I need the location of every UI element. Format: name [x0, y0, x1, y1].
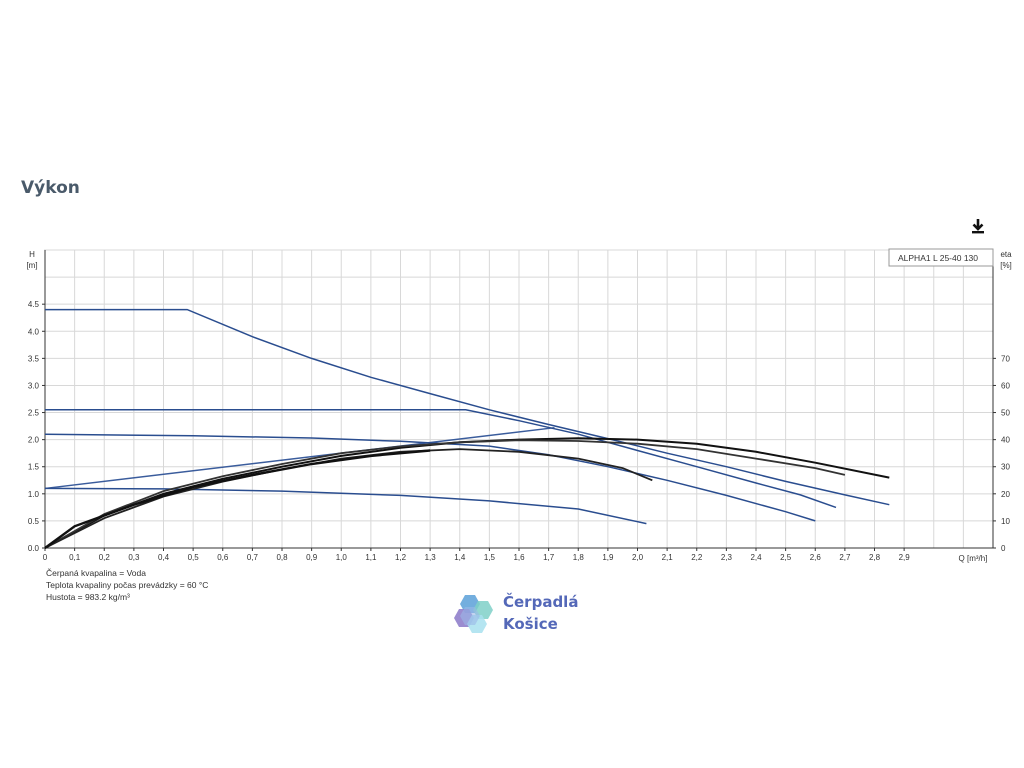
download-button[interactable] — [968, 216, 988, 236]
legend-box — [888, 248, 994, 267]
x-tick-label: 0,3 — [128, 553, 140, 562]
y-tick-label: 0.0 — [28, 544, 40, 553]
chart-notes: Čerpaná kvapalina = Voda Teplota kvapali… — [46, 567, 208, 603]
y-tick-label: 2.0 — [28, 436, 40, 445]
x-tick-label: 0,5 — [188, 553, 200, 562]
x-tick-label: 1,4 — [454, 553, 466, 562]
x-tick-label: 1,5 — [484, 553, 496, 562]
y-axis-label-top: H — [29, 250, 35, 259]
y2-tick-label: 40 — [1001, 436, 1010, 445]
x-axis-label: Q [m³/h] — [959, 554, 988, 563]
logo-line-1: Čerpadlá — [503, 593, 579, 611]
y-tick-label: 1.5 — [28, 463, 40, 472]
y2-tick-label: 50 — [1001, 409, 1010, 418]
y-tick-label: 2.5 — [28, 409, 40, 418]
y2-tick-label: 30 — [1001, 463, 1010, 472]
x-tick-label: 2,7 — [839, 553, 851, 562]
note-density: Hustota = 983.2 kg/m³ — [46, 592, 130, 602]
y-tick-label: 4.5 — [28, 300, 40, 309]
x-tick-label: 0 — [43, 553, 48, 562]
legend-label: ALPHA1 L 25-40 130 — [898, 253, 978, 263]
hydraulic-line — [44, 427, 555, 490]
y-axis-label-unit: [m] — [26, 261, 37, 270]
efficiency-curve — [44, 439, 846, 549]
x-tick-label: 1,3 — [425, 553, 437, 562]
x-tick-label: 0,4 — [158, 553, 170, 562]
x-tick-label: 0,2 — [99, 553, 111, 562]
x-tick-label: 1,6 — [513, 553, 525, 562]
x-tick-label: 1,9 — [602, 553, 614, 562]
y-tick-label: 1.0 — [28, 490, 40, 499]
y-tick-label: 0.5 — [28, 517, 40, 526]
efficiency-curve — [44, 449, 431, 549]
x-tick-label: 2,9 — [899, 553, 911, 562]
x-tick-label: 1,0 — [336, 553, 348, 562]
y2-tick-label: 70 — [1001, 354, 1010, 363]
x-tick-label: 0,9 — [306, 553, 318, 562]
x-tick-label: 2,4 — [750, 553, 762, 562]
page-title: Výkon — [21, 178, 80, 198]
x-tick-label: 2,3 — [721, 553, 733, 562]
y-tick-label: 3.5 — [28, 354, 40, 363]
x-tick-label: 2,8 — [869, 553, 881, 562]
logo-line-2: Košice — [503, 615, 558, 633]
x-tick-label: 0,1 — [69, 553, 81, 562]
x-tick-label: 2,0 — [632, 553, 644, 562]
head-curve — [45, 308, 890, 506]
y2-tick-label: 20 — [1001, 490, 1010, 499]
x-tick-label: 1,7 — [543, 553, 555, 562]
x-tick-label: 2,6 — [810, 553, 822, 562]
y2-axis-label-unit: [%] — [1000, 261, 1012, 270]
logo-hexagon-icon — [454, 595, 493, 633]
company-logo: Čerpadlá Košice — [451, 591, 591, 639]
note-temperature: Teplota kvapaliny počas prevádzky = 60 °… — [46, 580, 209, 590]
y2-tick-label: 60 — [1001, 381, 1010, 390]
x-tick-label: 2,1 — [662, 553, 674, 562]
x-tick-label: 1,2 — [395, 553, 407, 562]
x-tick-label: 0,7 — [247, 553, 259, 562]
x-tick-label: 1,1 — [365, 553, 377, 562]
x-tick-label: 1,8 — [573, 553, 585, 562]
y2-tick-label: 10 — [1001, 517, 1010, 526]
y2-axis-label-top: eta — [1000, 250, 1012, 259]
head-curve — [44, 487, 647, 525]
note-liquid: Čerpaná kvapalina = Voda — [46, 568, 146, 578]
y-tick-label: 4.0 — [28, 327, 40, 336]
x-tick-label: 0,8 — [276, 553, 288, 562]
x-tick-label: 0,6 — [217, 553, 229, 562]
y-tick-label: 3.0 — [28, 381, 40, 390]
download-icon — [972, 219, 984, 234]
x-tick-label: 2,5 — [780, 553, 792, 562]
head-curve — [45, 409, 837, 509]
y2-tick-label: 0 — [1001, 544, 1006, 553]
x-tick-label: 2,2 — [691, 553, 703, 562]
